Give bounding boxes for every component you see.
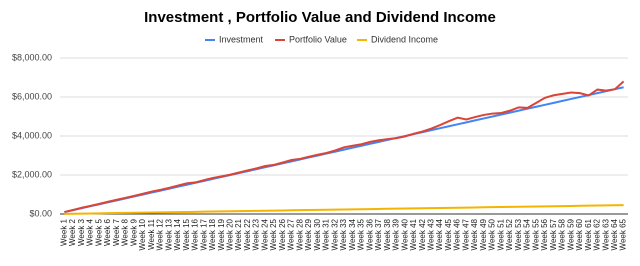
x-tick-label: Week 65: [619, 218, 628, 250]
x-tick-label: Week 59: [566, 218, 575, 250]
x-tick-label: Week 31: [322, 218, 331, 250]
x-tick-label: Week 62: [593, 218, 602, 250]
x-tick-label: Week 2: [68, 218, 77, 246]
x-tick-label: Week 60: [575, 218, 584, 250]
x-tick-label: Week 24: [260, 218, 269, 250]
x-tick-label: Week 19: [217, 218, 226, 250]
x-tick-label: Week 33: [339, 218, 348, 250]
x-tick-label: Week 47: [461, 218, 470, 250]
x-tick-label: Week 42: [418, 218, 427, 250]
x-tick-label: Week 5: [94, 218, 103, 246]
y-tick-label: $0.00: [29, 208, 52, 218]
x-tick-label: Week 11: [147, 218, 156, 249]
x-tick-label: Week 39: [392, 218, 401, 250]
x-tick-label: Week 40: [400, 218, 409, 250]
x-tick-label: Week 61: [584, 218, 593, 250]
x-tick-label: Week 21: [234, 218, 243, 250]
x-tick-label: Week 37: [374, 218, 383, 250]
x-tick-label: Week 30: [313, 218, 322, 250]
x-tick-label: Week 45: [444, 218, 453, 250]
x-tick-label: Week 57: [549, 218, 558, 250]
x-tick-label: Week 15: [182, 218, 191, 250]
y-tick-label: $8,000.00: [12, 52, 52, 62]
chart-title: Investment , Portfolio Value and Dividen…: [144, 9, 496, 26]
x-tick-label: Week 23: [252, 218, 261, 250]
legend-label: Dividend Income: [371, 34, 438, 44]
x-tick-label: Week 52: [505, 218, 514, 250]
x-tick-label: Week 49: [479, 218, 488, 250]
x-tick-label: Week 46: [453, 218, 462, 250]
x-tick-label: Week 64: [610, 218, 619, 250]
x-tick-label: Week 14: [173, 218, 182, 250]
x-tick-label: Week 20: [226, 218, 235, 250]
x-tick-label: Week 56: [540, 218, 549, 250]
x-tick-label: Week 7: [112, 218, 121, 246]
x-tick-label: Week 58: [558, 218, 567, 250]
x-tick-label: Week 41: [409, 218, 418, 250]
x-tick-label: Week 32: [330, 218, 339, 250]
x-tick-label: Week 51: [496, 218, 505, 250]
x-tick-label: Week 53: [514, 218, 523, 250]
series-line: [64, 80, 625, 214]
x-tick-label: Week 6: [103, 218, 112, 246]
x-tick-label: Week 26: [278, 218, 287, 250]
x-tick-label: Week 34: [348, 218, 357, 250]
x-tick-label: Week 9: [129, 218, 138, 246]
y-tick-label: $6,000.00: [12, 91, 52, 101]
x-tick-label: Week 1: [59, 218, 68, 246]
x-tick-label: Week 3: [77, 218, 86, 246]
x-tick-label: Week 28: [295, 218, 304, 250]
x-tick-label: Week 48: [470, 218, 479, 250]
x-tick-label: Week 63: [601, 218, 610, 250]
x-tick-label: Week 50: [488, 218, 497, 250]
series-line: [64, 204, 624, 215]
x-tick-label: Week 4: [86, 218, 95, 246]
x-tick-label: Week 29: [304, 218, 313, 250]
x-tick-label: Week 16: [191, 218, 200, 250]
x-tick-label: Week 54: [523, 218, 532, 250]
x-tick-label: Week 44: [435, 218, 444, 250]
x-tick-label: Week 25: [269, 218, 278, 250]
x-tick-label: Week 55: [531, 218, 540, 250]
x-tick-label: Week 8: [121, 218, 130, 246]
legend-label: Investment: [219, 34, 264, 44]
x-tick-label: Week 38: [383, 218, 392, 250]
x-tick-label: Week 18: [208, 218, 217, 250]
x-tick-label: Week 22: [243, 218, 252, 250]
x-tick-label: Week 35: [357, 218, 366, 250]
x-tick-label: Week 13: [164, 218, 173, 250]
x-tick-label: Week 43: [426, 218, 435, 250]
legend-label: Portfolio Value: [289, 34, 347, 44]
x-tick-label: Week 17: [199, 218, 208, 250]
x-tick-label: Week 36: [365, 218, 374, 250]
x-tick-label: Week 10: [138, 218, 147, 250]
y-tick-label: $4,000.00: [12, 130, 52, 140]
x-tick-label: Week 12: [156, 218, 165, 250]
x-tick-label: Week 27: [287, 218, 296, 250]
y-tick-label: $2,000.00: [12, 169, 52, 179]
